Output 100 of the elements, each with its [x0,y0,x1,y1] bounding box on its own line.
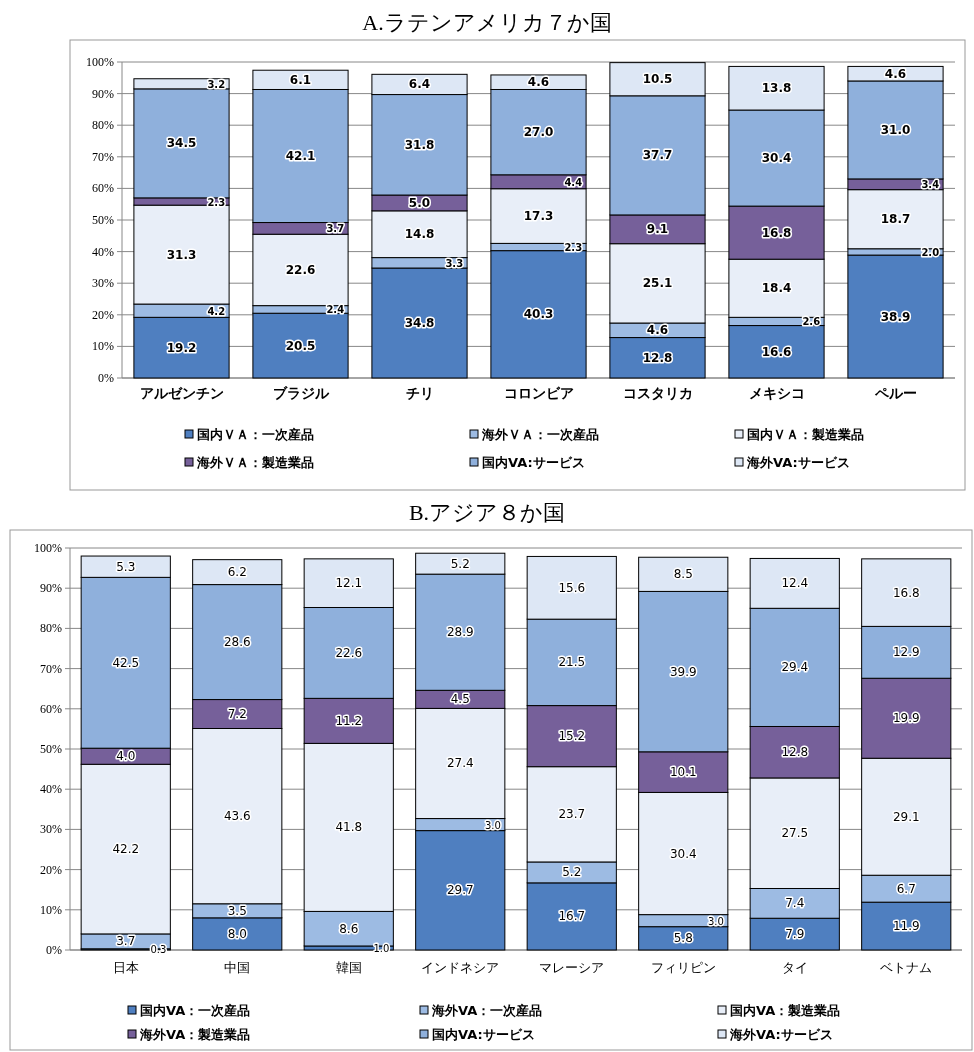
x-tick-label: アルゼンチン [139,385,224,401]
data-label: 12.4 [781,576,809,591]
data-label: 7.9 [785,927,805,942]
x-tick-label: ペルー [873,385,917,401]
data-label: 4.4 [564,176,583,188]
data-label: 3.2 [207,78,226,90]
legend-label: 海外ＶＡ：一次産品 [481,427,599,442]
y-tick-label: 50% [92,213,114,227]
data-label: 3.4 [921,179,940,191]
data-label: 3.0 [484,819,501,831]
data-label: 10.1 [669,765,697,780]
x-tick-label: ベトナム [880,960,933,975]
data-label: 10.5 [642,72,673,87]
y-tick-label: 0% [98,371,114,385]
data-label: 23.7 [558,807,586,822]
y-tick-label: 90% [40,581,62,596]
x-tick-label: フィリピン [650,960,716,975]
data-label: 7.2 [227,707,247,722]
x-tick-label: ブラジル [272,385,330,401]
y-tick-label: 80% [92,118,114,133]
data-label: 19.9 [892,711,920,726]
y-tick-label: 10% [40,902,62,917]
legend-label: 海外VA：製造業品 [139,1027,251,1042]
legend-label: 国内VA：製造業品 [730,1003,841,1018]
data-label: 6.1 [289,72,312,87]
y-tick-label: 30% [92,276,114,291]
data-label: 6.2 [227,565,247,580]
data-label: 11.9 [892,919,920,934]
data-label: 4.2 [207,305,226,317]
data-label: 4.6 [646,323,669,338]
y-tick-label: 10% [92,339,114,354]
data-label: 12.9 [892,645,920,660]
legend-label: 国内ＶＡ：一次産品 [197,427,314,442]
data-label: 22.6 [335,645,363,660]
data-label: 25.1 [642,276,673,291]
y-tick-label: 40% [92,244,114,259]
legend-label: 国内VA:サービス [432,1027,535,1042]
data-label: 37.7 [642,148,673,163]
data-label: 3.3 [445,257,464,269]
data-label: 29.7 [446,883,474,898]
chart-title: B.アジア８か国 [408,500,566,525]
data-label: 11.2 [335,713,363,728]
data-label: 38.9 [880,309,911,324]
data-label: 3.7 [116,934,136,949]
x-tick-label: 中国 [224,960,251,975]
data-label: 16.6 [761,344,792,359]
data-label: 19.2 [166,340,197,355]
data-label: 42.5 [112,655,140,670]
data-label: 8.6 [339,921,359,936]
data-label: 27.4 [446,756,474,771]
data-label: 30.4 [669,846,697,861]
data-label: 2.4 [326,304,345,316]
y-tick-label: 70% [40,661,62,676]
data-label: 3.0 [707,915,724,927]
chart-title: A.ラテンアメリカ７か国 [362,10,612,35]
data-label: 8.0 [227,926,247,941]
data-label: 5.2 [450,556,470,571]
x-tick-label: コスタリカ [622,385,693,401]
data-label: 41.8 [335,820,363,835]
data-label: 39.9 [669,664,697,679]
x-tick-label: チリ [405,385,434,401]
data-label: 43.6 [223,809,251,824]
y-tick-label: 20% [40,862,62,877]
data-label: 8.5 [673,567,693,582]
data-label: 7.4 [785,896,805,911]
y-tick-label: 60% [40,701,62,716]
data-label: 6.7 [896,881,916,896]
data-label: 0.3 [150,944,167,956]
x-tick-label: インドネシア [421,960,500,975]
data-label: 42.1 [285,149,316,164]
data-label: 29.4 [781,660,809,675]
data-label: 27.0 [523,125,554,140]
data-label: 28.6 [223,635,251,650]
data-label: 4.5 [450,692,470,707]
data-label: 30.4 [761,151,792,166]
data-label: 4.0 [116,749,136,764]
x-tick-label: メキシコ [748,385,805,401]
x-tick-label: 日本 [112,960,139,975]
data-label: 27.5 [781,826,809,841]
data-label: 17.3 [523,209,554,224]
x-tick-label: タイ [781,960,808,975]
legend-label: 海外VA:サービス [746,455,850,470]
data-label: 21.5 [558,655,586,670]
data-label: 5.2 [562,865,582,880]
data-label: 28.9 [446,625,474,640]
data-label: 2.3 [207,196,226,208]
data-label: 31.8 [404,137,435,152]
data-label: 13.8 [761,81,792,96]
data-label: 3.7 [326,223,345,235]
data-label: 16.8 [892,585,920,600]
data-label: 15.2 [558,729,586,744]
data-label: 9.1 [646,222,669,237]
data-label: 18.4 [761,281,792,296]
data-label: 12.8 [781,745,809,760]
data-label: 12.1 [335,576,363,591]
x-tick-label: 韓国 [335,960,362,975]
data-label: 31.0 [880,122,911,137]
x-tick-label: コロンビア [503,385,574,401]
y-tick-label: 70% [92,149,114,164]
data-label: 15.6 [558,580,586,595]
